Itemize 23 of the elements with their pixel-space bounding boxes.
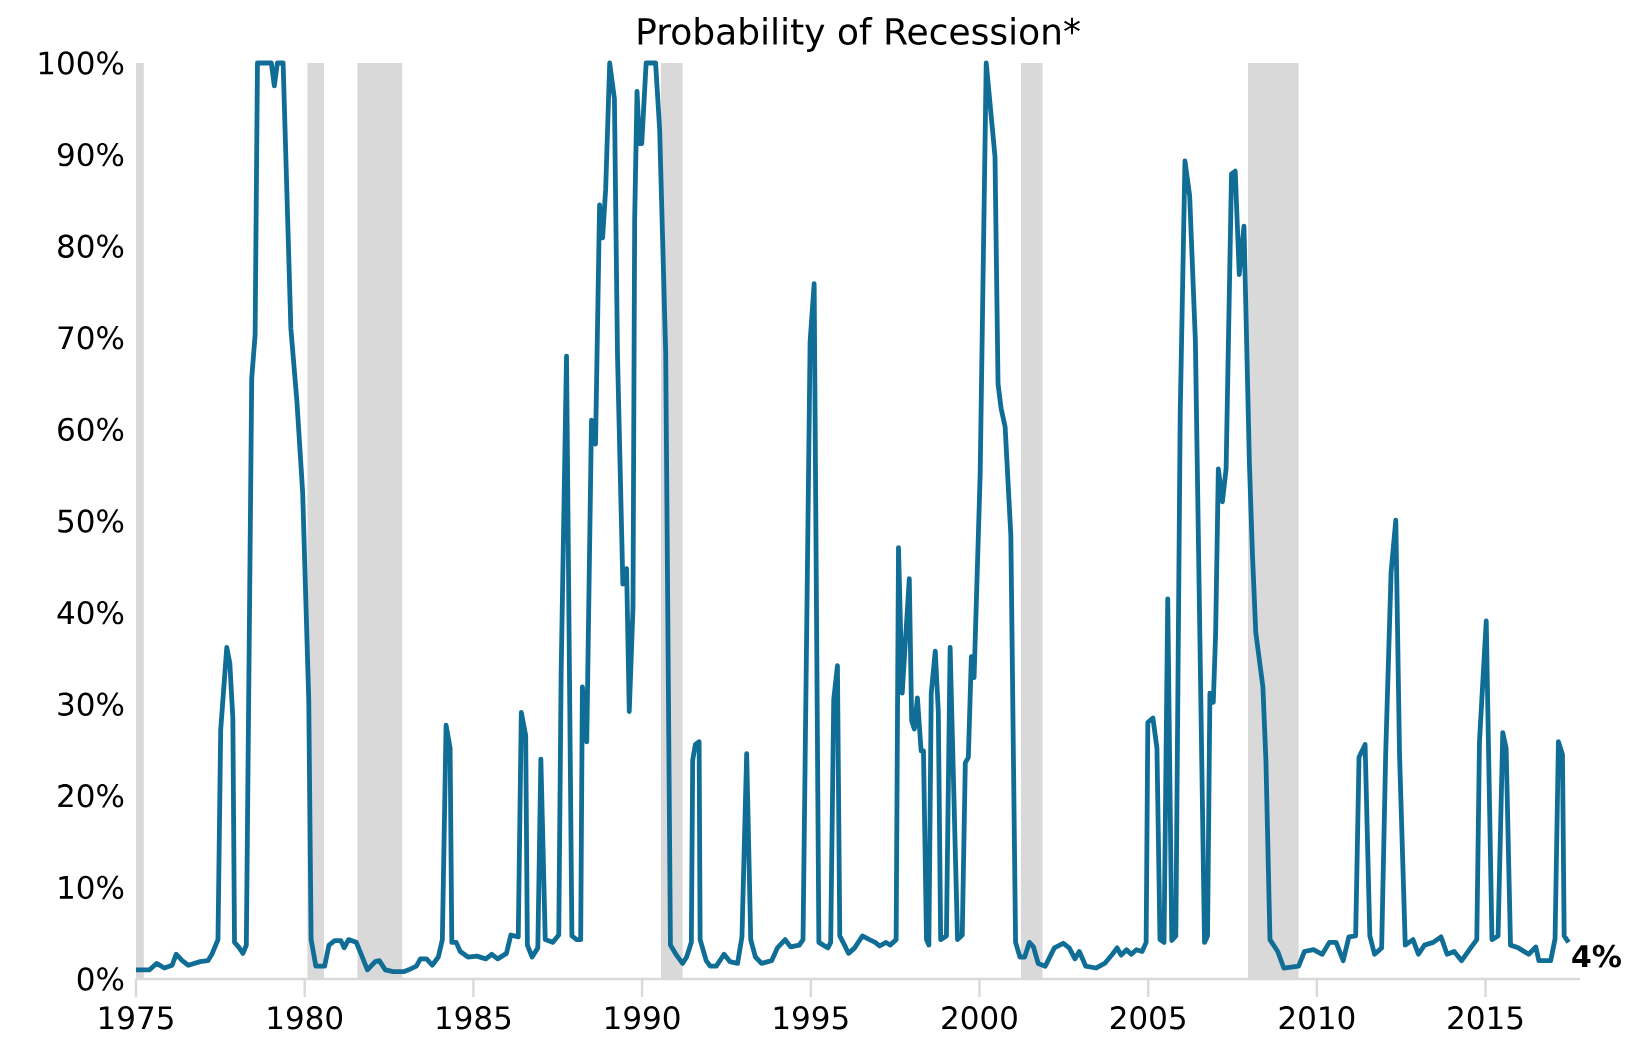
x-tick-label: 1975 [99,1006,173,1030]
y-tick-label: 60% [58,417,124,442]
x-tick-label: 1995 [774,1006,848,1030]
y-tick-label: 40% [57,600,124,625]
x-tick-label: 2010 [1279,1006,1355,1030]
chart-title: Probability of Recession* [638,17,1080,52]
x-tick-label: 2000 [942,1006,1017,1030]
x-tick-label: 1980 [268,1006,343,1030]
annotation: 4% [1572,944,1621,968]
y-tick-label: 80% [58,234,124,258]
line-series [133,60,1571,975]
y-tick-label: 20% [58,784,124,808]
x-tick-label: 1985 [437,1006,511,1030]
y-tick-label: 90% [57,142,124,167]
x-tick-label: 2005 [1110,1006,1185,1030]
x-tick-label: 1990 [606,1006,680,1030]
x-tick-label: 2015 [1448,1006,1523,1030]
y-tick-label: 50% [58,509,124,533]
y-tick-label: 70% [58,326,124,350]
y-tick-label: 30% [58,692,124,716]
y-tick-label: 100% [39,51,124,75]
y-tick-label: 10% [59,875,124,900]
y-tick-label: 0% [77,967,124,991]
